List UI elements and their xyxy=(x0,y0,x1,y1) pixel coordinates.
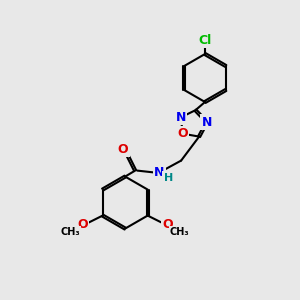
Text: CH₃: CH₃ xyxy=(61,226,80,237)
Text: N: N xyxy=(154,166,164,179)
Text: O: O xyxy=(162,218,173,231)
Text: N: N xyxy=(202,116,212,129)
Text: O: O xyxy=(77,218,88,231)
Text: H: H xyxy=(164,172,173,183)
Text: CH₃: CH₃ xyxy=(170,226,190,237)
Text: N: N xyxy=(176,111,186,124)
Text: O: O xyxy=(178,127,188,140)
Text: Cl: Cl xyxy=(198,34,212,46)
Text: O: O xyxy=(118,143,128,156)
